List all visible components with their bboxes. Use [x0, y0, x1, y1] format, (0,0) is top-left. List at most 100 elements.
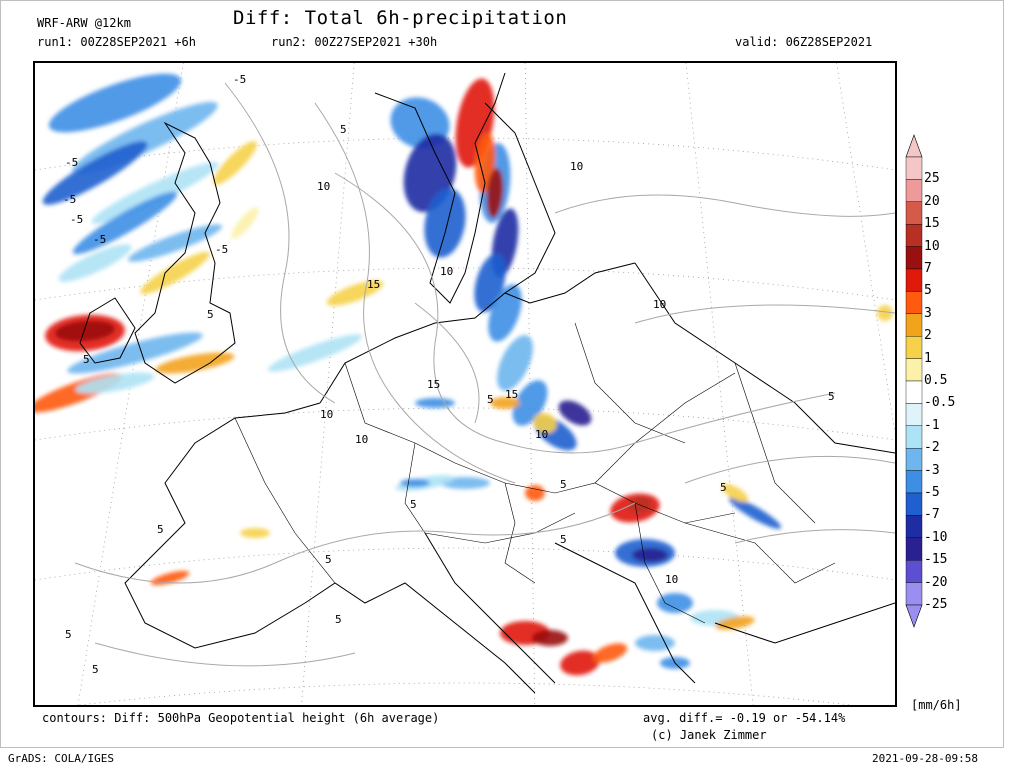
geopotential-contours	[74, 82, 895, 667]
legend-label: 25	[924, 171, 940, 187]
legend-label: 3	[924, 305, 932, 321]
precip-blob	[240, 528, 270, 538]
precip-blob	[490, 397, 520, 409]
legend-label: -5	[924, 485, 940, 500]
precip-blob	[67, 332, 203, 374]
precip-blob	[486, 168, 504, 218]
chart-title: Diff: Total 6h-precipitation	[233, 7, 568, 29]
credit: (c) Janek Zimmer	[651, 728, 767, 742]
timestamp: 2021-09-28-09:58	[872, 752, 978, 765]
precip-blob	[558, 400, 592, 426]
contour-label: 10	[570, 160, 583, 173]
legend-swatch	[905, 246, 923, 270]
average-difference: avg. diff.= -0.19 or -54.14%	[643, 711, 846, 725]
precip-blob	[525, 485, 545, 501]
precip-blob	[91, 162, 219, 224]
contour-label: 5	[340, 123, 347, 136]
legend-swatch	[905, 179, 923, 203]
legend-arrow-bottom	[905, 604, 923, 628]
legend-swatch	[905, 425, 923, 449]
precip-blob	[877, 305, 893, 321]
precip-blob	[75, 372, 155, 394]
legend-swatch	[905, 448, 923, 471]
legend-label: 1	[924, 350, 932, 366]
legend-arrow-top	[905, 134, 923, 158]
contour-label: 15	[505, 388, 518, 401]
precip-blob	[213, 141, 257, 185]
legend-label: 10	[924, 238, 940, 254]
contour-label: -5	[70, 213, 83, 226]
legend-label: -2	[924, 440, 940, 456]
precip-blob	[532, 630, 568, 646]
legend-swatch	[905, 291, 923, 314]
contour-label: 10	[440, 265, 453, 278]
contour-label: 5	[207, 308, 214, 321]
legend-label: -10	[924, 529, 948, 545]
contour-label: 10	[653, 298, 666, 311]
legend-label: -20	[924, 574, 948, 590]
precip-blob	[35, 373, 123, 413]
grads-credit: GrADS: COLA/IGES	[8, 752, 114, 765]
legend-swatch	[905, 156, 923, 180]
legend-swatch	[905, 358, 923, 382]
contour-label: 10	[317, 180, 330, 193]
legend-swatch	[905, 470, 923, 494]
precip-blob	[497, 335, 533, 391]
contour-description: contours: Diff: 500hPa Geopotential heig…	[42, 711, 440, 725]
contour-label: 10	[535, 428, 548, 441]
country-borders	[234, 322, 836, 624]
run1-label: run1: 00Z28SEP2021 +6h	[37, 35, 196, 49]
legend-swatch	[905, 537, 923, 561]
legend-swatch	[905, 403, 923, 426]
contour-label: 5	[720, 481, 727, 494]
contour-label: 5	[83, 353, 90, 366]
contour-label: 10	[320, 408, 333, 421]
precip-blob	[326, 280, 384, 306]
precip-blob	[58, 244, 132, 282]
legend-swatch	[905, 335, 923, 359]
precip-blob	[635, 635, 675, 651]
legend-label: -3	[924, 462, 940, 478]
legend-label: -25	[924, 597, 948, 612]
contour-label: -5	[215, 243, 228, 256]
contour-label: 5	[157, 523, 164, 536]
map-canvas: -5 -5 -5 -5 -5 -5 5 5 5 5 5 5 5 5 5 5 5 5 5 5 10 10 10 10 10 10 10…	[35, 63, 895, 705]
legend-label: 5	[924, 283, 932, 299]
precip-blob	[415, 398, 455, 408]
valid-time-label: valid: 06Z28SEP2021	[735, 35, 873, 49]
precip-blob	[231, 207, 259, 239]
legend-label: -7	[924, 507, 940, 523]
legend-label: 7	[924, 261, 932, 276]
precip-blob	[533, 412, 557, 434]
contour-label: 5	[560, 478, 567, 491]
legend-label: 20	[924, 193, 940, 209]
contour-label: -5	[65, 156, 78, 169]
contour-label: -5	[93, 233, 106, 246]
legend-swatch	[905, 560, 923, 583]
contour-label: 5	[487, 393, 494, 406]
contour-label: 15	[427, 378, 440, 391]
legend-swatch	[905, 268, 923, 292]
contour-label: 5	[335, 613, 342, 626]
contour-label: 10	[665, 573, 678, 586]
legend-swatch	[905, 313, 923, 337]
precip-blob	[155, 352, 235, 374]
legend-label: 2	[924, 328, 932, 344]
legend-swatch	[905, 201, 923, 225]
legend-swatch	[905, 223, 923, 247]
legend-colorbar	[905, 134, 923, 628]
contour-label: 10	[355, 433, 368, 446]
precipitation-difference-map: -5 -5 -5 -5 -5 -5 5 5 5 5 5 5 5 5 5 5 5 5 5 5 10 10 10 10 10 10 10…	[33, 61, 897, 707]
color-legend: 25 20 15 10 7 5 3 2 1 0.5 -0.5 -1 -2 -3 -5 -7 -10 -15 -20 -…	[903, 133, 983, 633]
precip-blob	[424, 188, 466, 258]
legend-swatch	[905, 380, 923, 404]
legend-label: 15	[924, 216, 940, 232]
precip-blob	[400, 479, 430, 487]
contour-label: 5	[92, 663, 99, 676]
contour-label: -5	[63, 193, 76, 206]
precip-blob	[488, 284, 522, 342]
legend-swatch	[905, 492, 923, 516]
contour-label: 5	[828, 390, 835, 403]
precip-blob	[127, 224, 223, 262]
precip-blob	[721, 483, 749, 503]
